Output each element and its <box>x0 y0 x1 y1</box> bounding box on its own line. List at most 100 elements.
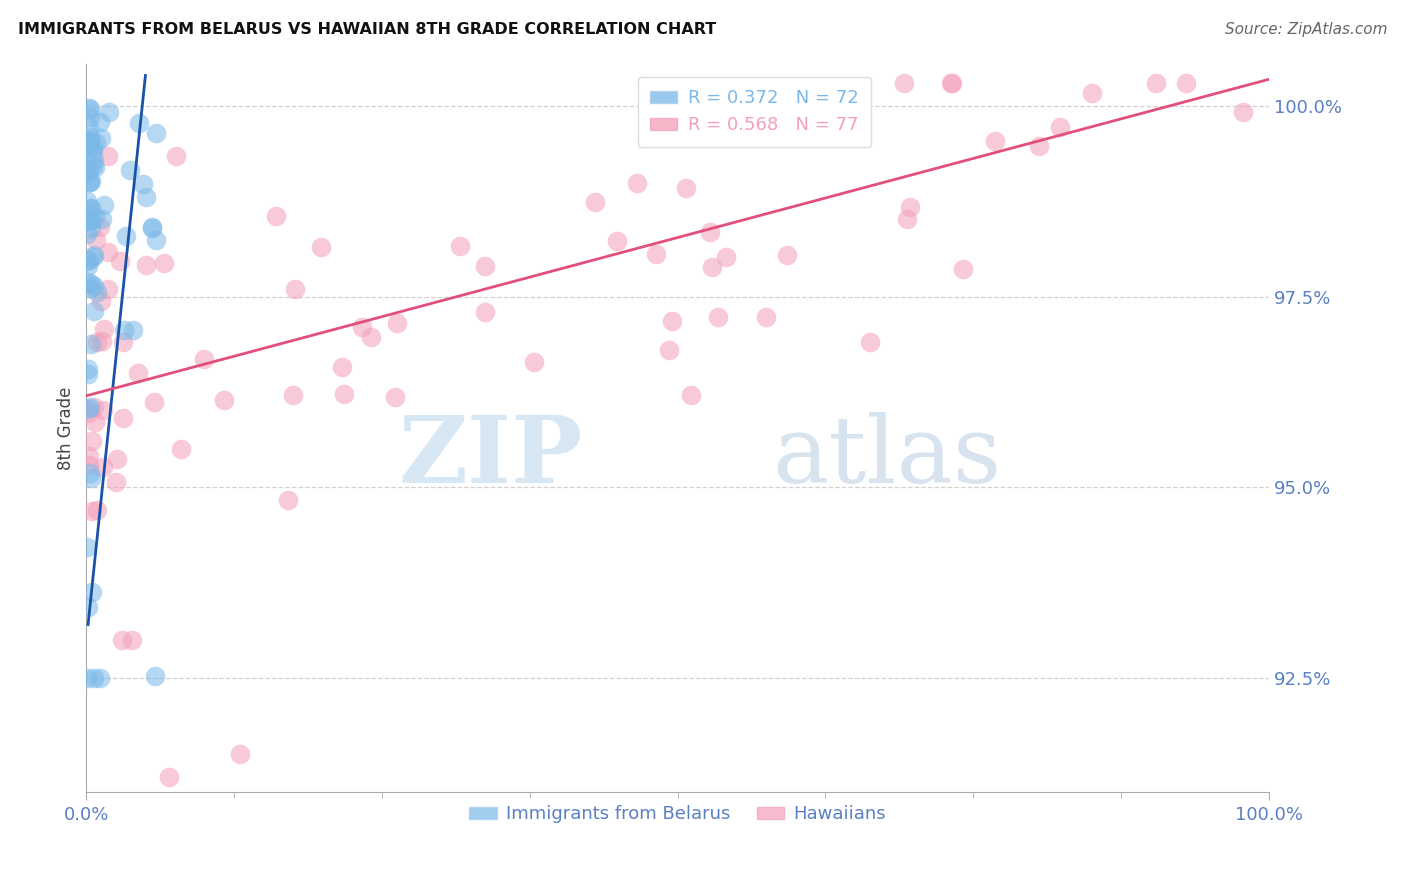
Point <box>277 492 299 507</box>
Point <box>104 475 127 490</box>
Point <box>76 260 98 274</box>
Point <box>83 671 105 685</box>
Point <box>80 221 103 235</box>
Point <box>699 225 721 239</box>
Point <box>898 200 921 214</box>
Point <box>309 240 332 254</box>
Point <box>115 229 138 244</box>
Y-axis label: 8th Grade: 8th Grade <box>58 386 75 470</box>
Point <box>76 275 98 289</box>
Point <box>193 352 215 367</box>
Point <box>82 584 104 599</box>
Point <box>1232 104 1254 119</box>
Point <box>86 503 108 517</box>
Point <box>89 671 111 685</box>
Point <box>76 540 98 554</box>
Point <box>165 149 187 163</box>
Point <box>79 140 101 154</box>
Point <box>583 194 606 209</box>
Point <box>79 173 101 187</box>
Point <box>80 434 103 449</box>
Point <box>284 282 307 296</box>
Point <box>111 632 134 647</box>
Point <box>658 343 681 358</box>
Point <box>77 213 100 227</box>
Point <box>332 359 354 374</box>
Point <box>77 367 100 381</box>
Point <box>77 406 100 420</box>
Point <box>606 234 628 248</box>
Point <box>1049 120 1071 135</box>
Point <box>76 208 98 222</box>
Point <box>1081 87 1104 101</box>
Point <box>84 160 107 174</box>
Point <box>97 244 120 259</box>
Point <box>79 201 101 215</box>
Point <box>84 234 107 248</box>
Point <box>90 334 112 348</box>
Point <box>108 253 131 268</box>
Point <box>121 632 143 647</box>
Point <box>79 175 101 189</box>
Point <box>83 248 105 262</box>
Point <box>77 253 100 268</box>
Point <box>153 255 176 269</box>
Point <box>76 165 98 179</box>
Point <box>120 163 142 178</box>
Point <box>79 466 101 480</box>
Point <box>90 293 112 308</box>
Point <box>121 323 143 337</box>
Point <box>157 770 180 784</box>
Point <box>128 116 150 130</box>
Point <box>77 101 100 115</box>
Point <box>76 136 98 151</box>
Point <box>79 213 101 227</box>
Legend: Immigrants from Belarus, Hawaiians: Immigrants from Belarus, Hawaiians <box>463 798 893 830</box>
Point <box>80 337 103 351</box>
Point <box>700 260 723 274</box>
Point <box>893 76 915 90</box>
Point <box>523 355 546 369</box>
Point <box>281 388 304 402</box>
Point <box>941 76 963 90</box>
Point <box>1175 76 1198 90</box>
Point <box>77 458 100 472</box>
Point <box>112 323 135 337</box>
Point <box>141 221 163 235</box>
Point <box>1144 76 1167 90</box>
Point <box>111 410 134 425</box>
Point <box>84 415 107 429</box>
Point <box>681 388 703 402</box>
Point <box>755 310 778 324</box>
Point <box>79 134 101 148</box>
Text: Source: ZipAtlas.com: Source: ZipAtlas.com <box>1225 22 1388 37</box>
Point <box>79 136 101 150</box>
Point <box>91 403 114 417</box>
Point <box>79 129 101 144</box>
Point <box>79 400 101 414</box>
Point <box>135 190 157 204</box>
Point <box>675 180 697 194</box>
Point <box>79 111 101 125</box>
Point <box>76 402 98 417</box>
Point <box>86 334 108 349</box>
Point <box>77 133 100 147</box>
Point <box>77 362 100 376</box>
Point <box>776 248 799 262</box>
Point <box>350 320 373 334</box>
Point <box>97 105 120 120</box>
Point <box>89 219 111 234</box>
Point <box>77 449 100 463</box>
Point <box>645 247 668 261</box>
Point <box>89 130 111 145</box>
Point <box>77 175 100 189</box>
Point <box>89 115 111 129</box>
Point <box>229 747 252 762</box>
Point <box>76 194 98 208</box>
Point <box>384 390 406 404</box>
Point <box>82 159 104 173</box>
Point <box>77 599 100 614</box>
Point <box>82 145 104 160</box>
Point <box>145 127 167 141</box>
Point <box>83 153 105 168</box>
